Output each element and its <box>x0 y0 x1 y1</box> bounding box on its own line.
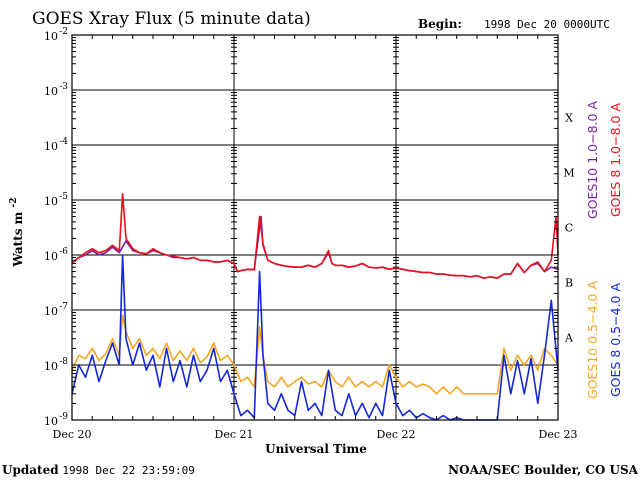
y-tick-exp: -5 <box>59 192 68 202</box>
legend-entry-0: GOES10 1.0−8.0 A <box>585 101 600 219</box>
flare-class-X: X <box>565 112 573 125</box>
y-tick-label: 10-3 <box>44 82 68 98</box>
y-tick-base: 10 <box>44 415 58 428</box>
legend: GOES10 1.0−8.0 A GOES 8 1.0−8.0 A GOES10 0… <box>585 101 623 399</box>
y-tick-base: 10 <box>44 250 58 263</box>
y-tick-base: 10 <box>44 360 58 373</box>
begin-value: 1998 Dec 20 0000UTC <box>484 18 610 31</box>
y-tick-exp: -9 <box>59 412 68 422</box>
y-tick-exp: -7 <box>59 302 68 312</box>
flare-class-labels: A B C M X <box>563 112 574 345</box>
y-tick-exp: -4 <box>59 137 68 147</box>
y-tick-exp: -2 <box>59 27 68 37</box>
footer-updated-value: 1998 Dec 22 23:59:09 <box>62 464 194 477</box>
y-tick-base: 10 <box>44 195 58 208</box>
y-axis-label: Watts m -2 <box>9 197 25 267</box>
y-tick-base: 10 <box>44 30 58 43</box>
flare-class-C: C <box>565 222 573 235</box>
y-tick-base: 10 <box>44 85 58 98</box>
y-tick-label: 10-7 <box>44 302 68 318</box>
y-tick-exp: -3 <box>59 82 68 92</box>
legend-entry-3: GOES 8 0.5−4.0 A <box>608 283 623 397</box>
series-line-3 <box>71 254 559 421</box>
legend-entry-2: GOES10 0.5−4.0 A <box>585 281 600 399</box>
x-tick-label: Dec 23 <box>539 428 578 441</box>
y-tick-label: 10-4 <box>44 137 68 153</box>
flare-class-M: M <box>563 167 574 180</box>
y-tick-exp: -6 <box>59 247 68 257</box>
chart-title: GOES Xray Flux (5 minute data) <box>32 9 311 29</box>
series-line-0 <box>71 215 559 279</box>
flare-class-B: B <box>565 277 573 290</box>
grid-lines <box>72 35 558 420</box>
y-axis-label-sup: -2 <box>9 197 19 207</box>
footer-updated-label: Updated <box>2 463 59 477</box>
x-tick-label: Dec 22 <box>377 428 416 441</box>
flare-class-A: A <box>564 332 574 345</box>
footer-credit: NOAA/SEC Boulder, CO USA <box>448 463 639 477</box>
footer-updated: Updated 1998 Dec 22 23:59:09 <box>2 463 195 477</box>
y-tick-label: 10-9 <box>44 412 68 428</box>
y-tick-exp: -8 <box>59 357 68 367</box>
legend-entry-1: GOES 8 1.0−8.0 A <box>608 103 623 217</box>
begin-label: Begin: <box>418 17 462 31</box>
y-tick-label: 10-8 <box>44 357 68 373</box>
series-line-2 <box>71 314 559 395</box>
y-tick-label: 10-5 <box>44 192 68 208</box>
y-tick-labels: 10-910-810-710-610-510-410-310-2 <box>44 27 68 428</box>
x-tick-label: Dec 20 <box>53 428 92 441</box>
x-tick-labels: Dec 20 Dec 21 Dec 22 Dec 23 <box>53 428 578 441</box>
x-tick-label: Dec 21 <box>215 428 254 441</box>
axes <box>71 34 559 421</box>
y-tick-label: 10-2 <box>44 27 68 43</box>
y-tick-label: 10-6 <box>44 247 68 263</box>
series-line-1 <box>71 192 559 279</box>
series-lines <box>71 192 559 421</box>
y-tick-base: 10 <box>44 305 58 318</box>
y-tick-base: 10 <box>44 140 58 153</box>
x-axis-label: Universal Time <box>265 442 367 456</box>
y-axis-label-main: Watts m <box>11 211 25 267</box>
